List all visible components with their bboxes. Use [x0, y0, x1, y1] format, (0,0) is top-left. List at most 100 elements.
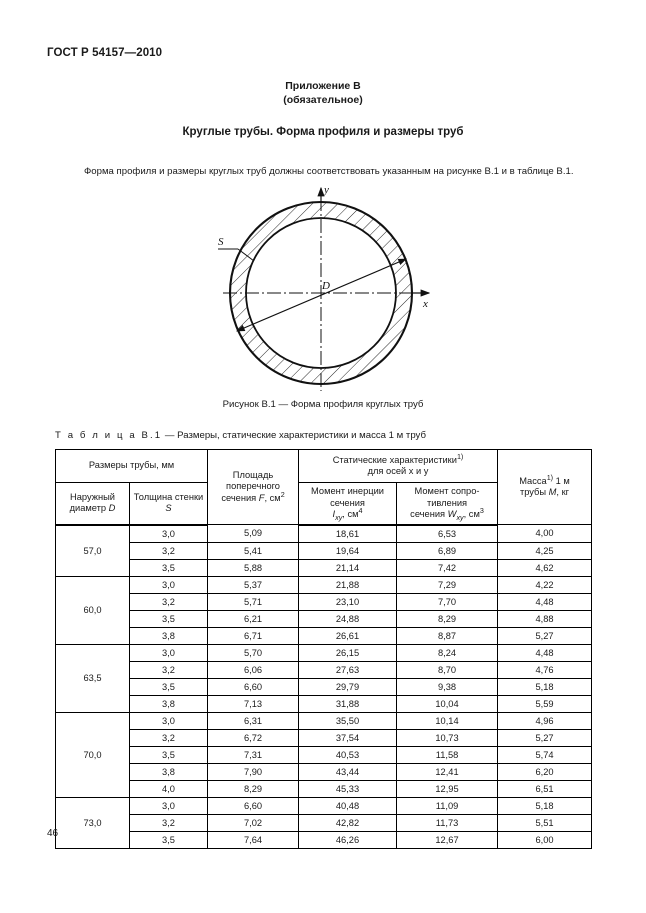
- cell-section-modulus: 6,53: [396, 524, 499, 543]
- cell-wall-thickness: 3,2: [128, 813, 209, 832]
- cell-moment-of-inertia: 29,79: [298, 677, 398, 696]
- cell-area: 6,06: [207, 660, 300, 679]
- cell-wall-thickness: 3,0: [128, 575, 209, 594]
- annex-title: Приложение В: [285, 80, 361, 92]
- table-header: Размеры трубы, мм Площадь поперечного се…: [54, 449, 593, 526]
- cell-mass: 4,22: [497, 575, 593, 594]
- header-section-modulus: Момент сопро- тивления сечения Wxy, см3: [396, 482, 499, 526]
- cell-section-modulus: 7,29: [396, 575, 499, 594]
- header-moment-of-inertia: Момент инерции сечения Ixy, см4: [298, 482, 398, 526]
- header-mass-l2: трубы: [519, 487, 547, 497]
- cell-area: 7,02: [207, 813, 300, 832]
- cell-mass: 6,51: [497, 779, 593, 798]
- cell-section-modulus: 12,67: [396, 830, 499, 849]
- header-inertia-units-sup: 4: [358, 505, 363, 515]
- cell-moment-of-inertia: 40,48: [298, 796, 398, 815]
- cell-area: 7,90: [207, 762, 300, 781]
- table-row: 4,0 8,29 45,33 12,95 6,51: [56, 779, 593, 798]
- cell-mass: 4,48: [497, 643, 593, 662]
- header-resist-units-sup: 3: [479, 505, 484, 515]
- cell-section-modulus: 12,41: [396, 762, 499, 781]
- cell-mass: 5,27: [497, 728, 593, 747]
- cell-wall-thickness: 3,2: [128, 660, 209, 679]
- cell-moment-of-inertia: 45,33: [298, 779, 398, 798]
- header-area-l3: сечения: [221, 492, 257, 503]
- cell-mass: 5,59: [497, 694, 593, 713]
- cell-mass: 4,76: [497, 660, 593, 679]
- cell-section-modulus: 6,89: [396, 541, 499, 560]
- header-area-units: , см: [264, 492, 281, 503]
- cell-area: 6,31: [207, 711, 300, 730]
- cell-area: 6,71: [207, 626, 300, 645]
- diameter-label: D: [321, 280, 330, 292]
- cell-section-modulus: 9,38: [396, 677, 499, 696]
- axis-arrows: [317, 186, 431, 297]
- axis-x-label: x: [422, 298, 428, 310]
- cell-wall-thickness: 3,5: [128, 677, 209, 696]
- table-row: 57,0 3,0 5,09 18,61 6,53 4,00: [55, 524, 593, 577]
- cell-moment-of-inertia: 26,15: [298, 643, 398, 662]
- cell-moment-of-inertia: 37,54: [298, 728, 398, 747]
- header-mass: Масса1) 1 м трубы M, кг: [497, 449, 593, 525]
- cell-wall-thickness: 3,2: [128, 541, 209, 560]
- cell-section-modulus: 10,04: [396, 694, 499, 713]
- header-inertia-l1: Момент инерции: [311, 486, 384, 496]
- table-row: 3,8 6,71 26,61 8,87 5,27: [56, 626, 593, 645]
- cell-wall-thickness: 3,5: [128, 558, 209, 577]
- table-row: 3,2 7,02 42,82 11,73 5,51: [56, 813, 593, 832]
- axis-y-label: y: [323, 184, 329, 196]
- table-row: 3,8 7,13 31,88 10,04 5,59: [56, 694, 593, 713]
- cell-wall-thickness: 3,8: [128, 762, 209, 781]
- header-static-sup: 1): [456, 451, 464, 461]
- cell-area: 6,21: [207, 609, 300, 628]
- cell-moment-of-inertia: 21,14: [298, 558, 398, 577]
- cell-wall-thickness: 3,0: [128, 524, 209, 543]
- header-area-symbol: F: [258, 492, 265, 503]
- cell-section-modulus: 7,70: [396, 592, 499, 611]
- cell-outer-diameter: 63,5: [55, 643, 130, 713]
- cell-moment-of-inertia: 31,88: [298, 694, 398, 713]
- cell-mass: 6,20: [497, 762, 593, 781]
- cell-area: 5,88: [207, 558, 300, 577]
- cell-moment-of-inertia: 23,10: [298, 592, 398, 611]
- header-static-group: Статические характеристики1) для осей x …: [298, 449, 499, 483]
- cell-mass: 5,27: [497, 626, 593, 645]
- header-resist-l1: Момент сопро-: [414, 486, 480, 496]
- table-row: 60,0 3,0 5,37 21,88 7,29 4,22: [55, 575, 593, 645]
- pipe-wall-hatching: [180, 183, 480, 398]
- cell-moment-of-inertia: 46,26: [298, 830, 398, 849]
- cell-area: 5,41: [207, 541, 300, 560]
- table-row: 3,2 5,71 23,10 7,70 4,48: [56, 592, 593, 611]
- cell-section-modulus: 8,29: [396, 609, 499, 628]
- header-static-l1: Статические характеристики: [332, 454, 457, 465]
- cell-moment-of-inertia: 27,63: [298, 660, 398, 679]
- header-area: Площадь поперечного сечения F, см2: [207, 449, 300, 525]
- table-caption-text: — Размеры, статические характеристики и …: [162, 430, 426, 441]
- header-mass-l1b: 1 м: [553, 475, 570, 486]
- cell-area: 6,60: [207, 796, 300, 815]
- header-area-l2: поперечного: [226, 481, 280, 492]
- cell-moment-of-inertia: 24,88: [298, 609, 398, 628]
- table-row: 63,5 3,0 5,70 26,15 8,24 4,48: [55, 643, 593, 713]
- figure-round-pipe-cross-section: y x S D: [180, 183, 480, 398]
- cell-area: 5,37: [207, 575, 300, 594]
- header-mass-l1: Масса: [519, 475, 547, 486]
- table-row: 3,5 5,88 21,14 7,42 4,62: [56, 558, 593, 577]
- header-outer-diameter: Наружный диаметр D: [55, 482, 130, 526]
- header-inertia-sub: xy: [335, 512, 343, 522]
- cell-section-modulus: 8,70: [396, 660, 499, 679]
- cell-outer-diameter: 60,0: [55, 575, 130, 645]
- cell-section-modulus: 8,87: [396, 626, 499, 645]
- header-resist-symbol: W: [447, 509, 457, 519]
- annex-heading: Приложение В (обязательное): [0, 79, 646, 107]
- wall-thickness-leader: [218, 248, 255, 262]
- cell-area: 7,13: [207, 694, 300, 713]
- cell-moment-of-inertia: 26,61: [298, 626, 398, 645]
- cell-mass: 5,51: [497, 813, 593, 832]
- cell-moment-of-inertia: 18,61: [298, 524, 398, 543]
- table-caption-label: Т а б л и ц а В.1: [55, 430, 163, 441]
- cell-area: 5,70: [207, 643, 300, 662]
- table-row: 3,5 6,21 24,88 8,29 4,88: [56, 609, 593, 628]
- cell-area: 7,31: [207, 745, 300, 764]
